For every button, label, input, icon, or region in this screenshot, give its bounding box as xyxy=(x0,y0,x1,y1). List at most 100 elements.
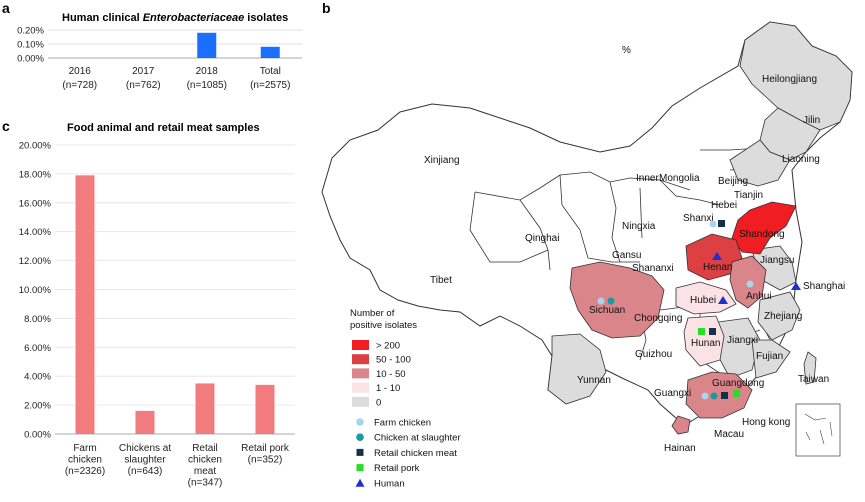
legend-scale-label: 1 - 10 xyxy=(376,383,400,394)
marker-guangdong-slaughter xyxy=(710,392,718,400)
chart-c-title: Food animal and retail meat samples xyxy=(67,122,260,134)
marker-guangdong-retail-pork xyxy=(733,390,740,397)
marker-hunan-retail-chicken xyxy=(709,328,716,335)
label-tianjin: Tianjin xyxy=(734,190,763,201)
label-liaoning: Liaoning xyxy=(782,154,820,165)
chart-c-category-label: meat xyxy=(194,466,216,477)
legend-marker-label: Chicken at slaughter xyxy=(374,433,461,444)
chart-a-bar xyxy=(260,46,280,58)
chart-a-title-prefix: Human clinical xyxy=(62,12,143,24)
chart-c-category-label: Retail xyxy=(192,443,218,454)
fujian-region xyxy=(751,339,791,379)
chart-a: 0.00% 0.10% 0.20% 2016 (n=728) 2017 (n=762) 201… xyxy=(17,26,302,91)
chart-a-category-label: Total xyxy=(260,66,281,77)
legend-marker-square xyxy=(356,464,364,472)
label-hubei: Hubei xyxy=(690,295,716,306)
label-tibet: Tibet xyxy=(430,275,452,286)
label-fujian: Fujian xyxy=(756,351,783,362)
taiwan-region xyxy=(803,351,817,385)
stray-mark: % xyxy=(622,45,631,56)
chart-c-category-label: slaughter xyxy=(124,455,166,466)
chart-c-ytick-label: 18.00% xyxy=(19,169,52,180)
legend-swatch xyxy=(352,382,369,393)
label-shanxi: Shanxi xyxy=(683,213,714,224)
chart-a-title: Human clinical Enterobacteriaceae isolat… xyxy=(62,12,288,24)
chart-c-ytick-label: 12.00% xyxy=(19,256,52,267)
label-shananxi: Shananxi xyxy=(632,263,674,274)
label-shandong: Shandong xyxy=(739,229,785,240)
chart-c-category-label: chicken xyxy=(188,455,222,466)
label-beijing: Beijing xyxy=(718,176,748,187)
marker-sichuan-farm-chicken xyxy=(597,297,605,305)
chart-c-bar xyxy=(195,383,215,434)
label-guangxi: Guangxi xyxy=(654,388,691,399)
chart-a-title-italic: Enterobacteriaceae xyxy=(143,12,245,24)
marker-shanghai-human xyxy=(791,282,801,290)
label-gansu: Gansu xyxy=(612,250,641,261)
label-anhui: Anhui xyxy=(746,291,772,302)
chart-c-category-label: Retail pork xyxy=(241,443,290,454)
legend-marker-label: Retail chicken meat xyxy=(374,448,457,459)
chart-a-title-suffix: isolates xyxy=(244,12,288,24)
chart-a-category-n: (n=728) xyxy=(62,80,97,91)
marker-shandong-farm-chicken xyxy=(709,220,717,228)
legend-marker-circle xyxy=(356,433,364,442)
label-hunan: Hunan xyxy=(691,338,720,349)
chart-a-bar xyxy=(197,32,217,58)
label-jiangxi: Jiangxi xyxy=(727,335,758,346)
legend-marker-circle xyxy=(356,418,364,426)
label-sichuan: Sichuan xyxy=(589,305,625,316)
chart-c-bar xyxy=(135,410,155,434)
label-hebei: Hebei xyxy=(711,200,737,211)
label-qinghai: Qinghai xyxy=(525,233,559,244)
chart-c-ytick-label: 6.00% xyxy=(24,343,51,354)
hubei-region xyxy=(675,281,737,315)
label-hainan: Hainan xyxy=(664,443,696,454)
liaoning-region xyxy=(729,139,791,187)
label-inner: Inner xyxy=(636,173,659,184)
chart-c-ytick-label: 20.00% xyxy=(19,141,52,152)
label-shanghai: Shanghai xyxy=(803,281,845,292)
chart-c-bar xyxy=(255,384,275,434)
legend-scale-label: 10 - 50 xyxy=(376,369,406,380)
yunnan-region xyxy=(547,333,607,405)
china-map: Heilongjiang Jilin Liaoning Xinjiang Inn… xyxy=(321,21,853,457)
marker-guangdong-farm-chicken xyxy=(701,392,709,400)
legend-marker-label: Human xyxy=(374,478,405,489)
label-zhejiang: Zhejiang xyxy=(764,311,802,322)
chart-c-category-label: (n=2326) xyxy=(65,466,105,477)
sichuan-region xyxy=(569,261,665,339)
chart-c-ytick-label: 16.00% xyxy=(19,198,52,209)
panel-b-letter: b xyxy=(322,0,331,16)
chart-c: 0.00% 2.00% 4.00% 6.00% 8.00% 10.00% 12.00% 14.… xyxy=(19,141,295,489)
label-yunnan: Yunnan xyxy=(577,375,611,386)
legend-scale-label: > 200 xyxy=(376,341,400,352)
chart-c-category-label: (n=352) xyxy=(248,455,283,466)
legend-swatch xyxy=(352,340,369,350)
label-hong-kong: Hong kong xyxy=(742,417,790,428)
label-mongolia: Mongolia xyxy=(659,173,700,184)
marker-anhui-farm-chicken xyxy=(746,280,754,288)
chart-c-ytick-label: 14.00% xyxy=(19,227,52,238)
legend-title-line2: positive isolates xyxy=(350,320,417,331)
chart-a-category-label: 2018 xyxy=(196,66,219,77)
legend-scale-label: 50 - 100 xyxy=(376,355,411,366)
marker-guangdong-retail-chicken xyxy=(721,392,728,399)
zhejiang-region xyxy=(757,291,801,341)
marker-shandong-retail-chicken xyxy=(718,220,725,227)
chart-a-category-n: (n=2575) xyxy=(250,80,290,91)
chart-a-ytick-label: 0.10% xyxy=(17,40,44,51)
marker-hubei-human xyxy=(718,296,728,304)
label-guangdong: Guangdong xyxy=(712,378,764,389)
legend-marker-label: Farm chicken xyxy=(374,418,431,429)
map-legend: Number of positive isolates > 200 50 - 10… xyxy=(350,308,461,489)
chart-a-category-label: 2017 xyxy=(132,66,155,77)
label-ningxia: Ningxia xyxy=(622,221,656,232)
chart-a-ytick-label: 0.00% xyxy=(17,54,44,65)
legend-swatch xyxy=(352,396,369,407)
label-taiwan: Taiwan xyxy=(798,374,829,385)
chart-c-ytick-label: 8.00% xyxy=(24,314,51,325)
label-henan: Henan xyxy=(703,262,732,273)
hainan-region xyxy=(671,415,691,435)
